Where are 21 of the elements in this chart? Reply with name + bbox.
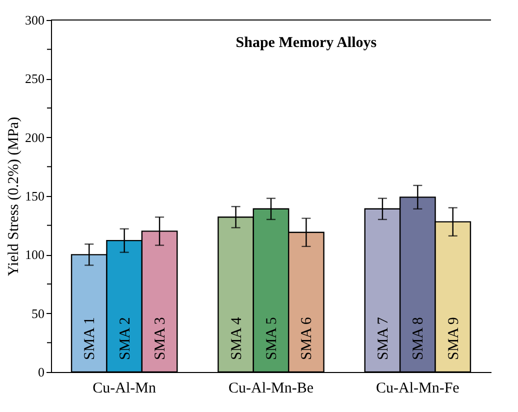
y-tick-label: 200 xyxy=(25,130,44,145)
data-label: SMA 6 xyxy=(299,316,316,360)
y-tick-label: 300 xyxy=(25,12,44,28)
y-tick-label: 0 xyxy=(38,364,44,380)
x-tick-label: Cu-Al-Mn-Fe xyxy=(376,380,460,396)
data-label: SMA 9 xyxy=(446,317,462,360)
y-tick-label: 50 xyxy=(32,306,44,321)
y-tick-label: 150 xyxy=(25,188,44,204)
data-label: SMA 5 xyxy=(264,317,280,360)
x-tick-label: Cu-Al-Mn xyxy=(92,380,156,396)
y-axis-title: Yield Stress (0.2%) (MPa) xyxy=(6,116,22,276)
data-label: SMA 1 xyxy=(82,317,98,360)
text: Shape Memory Alloys xyxy=(236,35,377,51)
data-label: SMA 8 xyxy=(410,317,427,360)
y-tick-label: 250 xyxy=(25,71,44,86)
data-label: SMA 2 xyxy=(117,317,134,360)
x-tick-label: Cu-Al-Mn-Be xyxy=(228,380,314,396)
data-label: SMA 7 xyxy=(375,316,392,360)
data-label: SMA 4 xyxy=(228,316,245,360)
y-tick-label: 100 xyxy=(25,247,44,262)
data-label: SMA 3 xyxy=(152,317,169,360)
